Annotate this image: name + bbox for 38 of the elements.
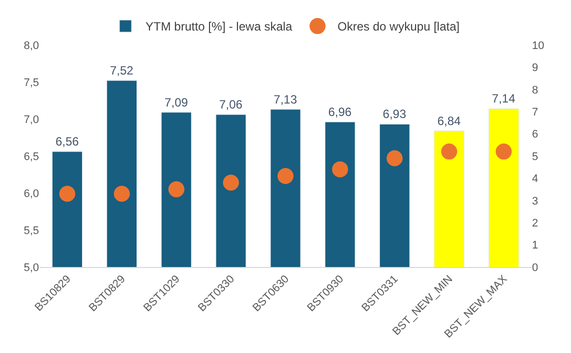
data-label: 6,96 xyxy=(328,104,352,119)
data-label: 7,13 xyxy=(274,92,298,106)
y2-tick-label: 4 xyxy=(532,173,538,186)
y-tick-label: 8,0 xyxy=(24,40,39,52)
y2-tick-label: 2 xyxy=(532,217,538,230)
point xyxy=(59,186,76,202)
y-tick-label: 5,0 xyxy=(24,262,39,274)
legend-label: YTM brutto [%] - lewa skala xyxy=(146,20,293,34)
point xyxy=(222,174,239,191)
data-label: 7,14 xyxy=(492,92,516,106)
y-tick-label: 7,0 xyxy=(24,114,39,126)
data-label: 6,84 xyxy=(437,114,462,128)
y2-tick-label: 10 xyxy=(532,40,544,52)
data-label: 7,06 xyxy=(219,98,243,112)
point xyxy=(386,150,403,166)
data-label: 6,93 xyxy=(382,107,406,122)
legend-label: Okres do wykupu [lata] xyxy=(338,20,460,34)
y2-tick-label: 5 xyxy=(532,150,538,163)
y2-tick-label: 8 xyxy=(532,84,538,96)
point xyxy=(332,161,348,178)
data-label: 7,09 xyxy=(164,95,188,110)
point xyxy=(114,186,130,202)
point xyxy=(168,181,184,198)
point xyxy=(441,144,458,160)
y2-tick-label: 1 xyxy=(532,240,538,252)
y2-tick-label: 9 xyxy=(532,62,538,74)
data-label: 6,56 xyxy=(55,134,80,149)
y2-tick-label: 0 xyxy=(532,262,538,274)
y-tick-label: 7,5 xyxy=(24,76,39,89)
y2-tick-label: 7 xyxy=(532,106,538,118)
y-tick-label: 6,0 xyxy=(24,188,39,200)
y2-tick-label: 3 xyxy=(532,195,538,208)
y-tick-label: 5,5 xyxy=(24,224,39,237)
y-tick-label: 6,5 xyxy=(24,150,39,163)
point xyxy=(278,168,294,184)
data-label: 7,52 xyxy=(110,64,134,78)
point xyxy=(496,144,512,160)
y2-tick-label: 6 xyxy=(532,128,538,141)
